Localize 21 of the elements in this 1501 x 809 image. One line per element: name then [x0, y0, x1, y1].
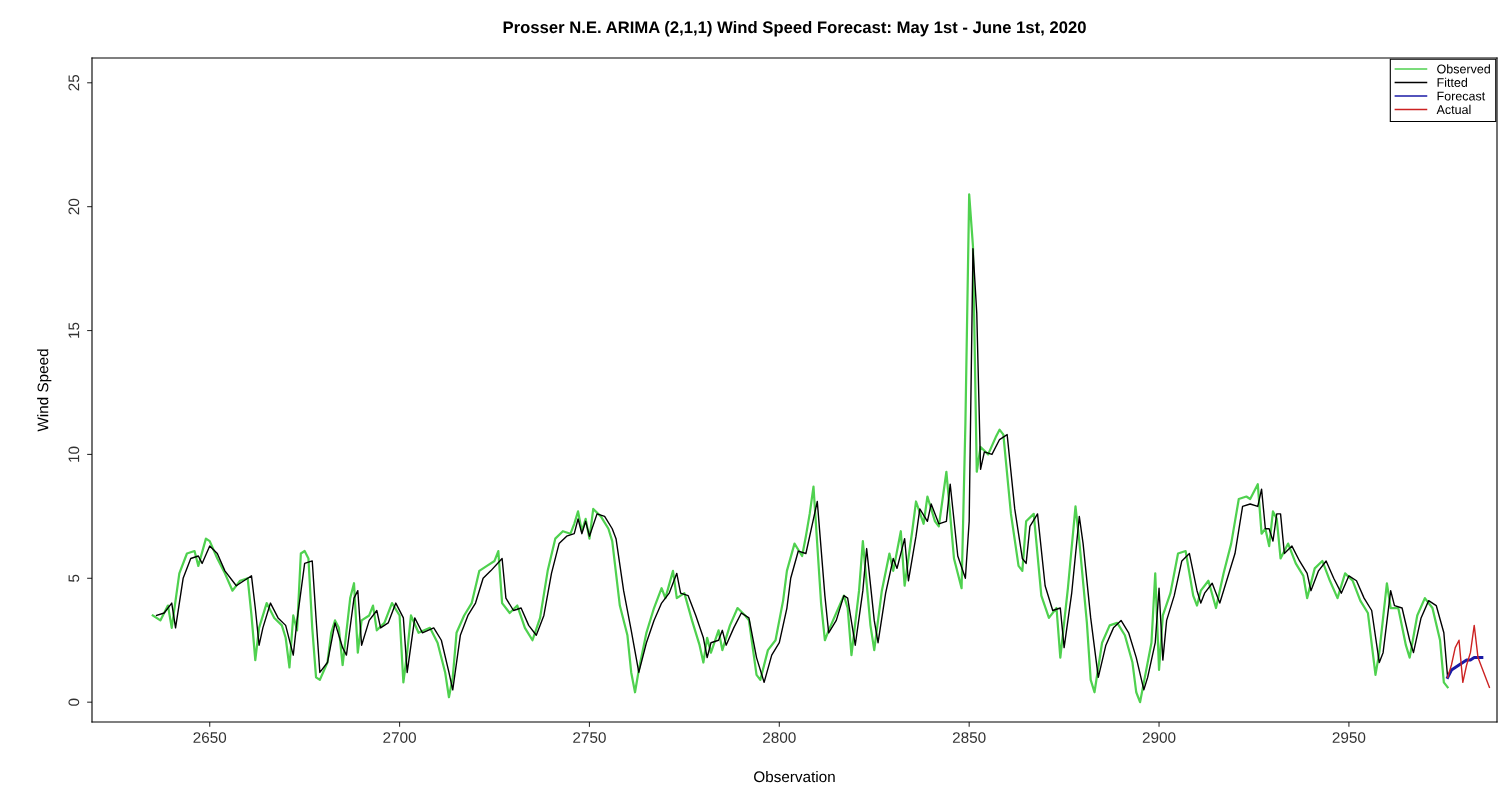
x-tick-label: 2950: [1332, 732, 1366, 743]
line-series: [1446, 624, 1491, 689]
x-tick-label: 2800: [763, 732, 796, 743]
legend-label: Forecast: [1437, 91, 1486, 101]
y-axis-title: Wind Speed: [37, 349, 52, 432]
x-tick-label: 2650: [193, 732, 227, 743]
y-tick-label: 25: [68, 74, 80, 91]
y-tick-label: 5: [68, 574, 80, 582]
chart-title: Prosser N.E. ARIMA (2,1,1) Wind Speed Forecast: May 1st - June 1st, 2020: [503, 20, 1086, 37]
y-tick-label: 0: [68, 698, 80, 706]
y-tick-label: 10: [68, 446, 80, 462]
x-tick-label: 2750: [573, 732, 606, 743]
legend-label: Observed: [1437, 64, 1490, 74]
y-tick-label: 15: [68, 322, 80, 338]
x-tick-label: 2700: [383, 732, 416, 743]
legend-label: Actual: [1436, 104, 1471, 115]
x-tick-label: 2900: [1142, 732, 1176, 743]
x-axis-title: Observation: [754, 770, 835, 783]
legend-label: Fitted: [1437, 77, 1468, 87]
y-tick-label: 20: [68, 198, 80, 215]
x-tick-label: 2850: [952, 732, 986, 743]
